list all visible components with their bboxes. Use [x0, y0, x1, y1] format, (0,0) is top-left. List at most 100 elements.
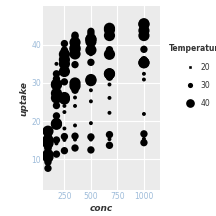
Point	[142, 30, 146, 34]
Point	[55, 116, 58, 119]
Point	[63, 62, 66, 66]
Point	[55, 114, 58, 118]
Point	[55, 62, 58, 66]
Point	[63, 42, 66, 45]
Point	[108, 83, 111, 86]
Point	[46, 156, 50, 159]
Point	[108, 144, 111, 147]
Point	[46, 129, 50, 133]
Point	[46, 138, 50, 142]
Point	[73, 104, 77, 108]
Point	[89, 100, 93, 103]
Point	[55, 104, 58, 107]
Point	[63, 47, 66, 51]
Point	[89, 135, 93, 139]
Point	[63, 149, 66, 152]
Point	[89, 61, 93, 64]
Point	[46, 127, 50, 131]
Point	[46, 134, 50, 138]
Legend: 20, 30, 40: 20, 30, 40	[167, 43, 216, 110]
Point	[73, 46, 77, 49]
Point	[89, 78, 93, 81]
Point	[73, 96, 77, 99]
Point	[89, 48, 93, 52]
Point	[142, 48, 146, 51]
Point	[55, 122, 58, 125]
Point	[108, 111, 111, 114]
Point	[55, 139, 58, 143]
Point	[46, 140, 50, 143]
Point	[89, 30, 93, 33]
Point	[63, 96, 66, 99]
Point	[142, 34, 146, 37]
Point	[55, 142, 58, 145]
Point	[55, 122, 58, 126]
Point	[142, 72, 146, 76]
Point	[108, 27, 111, 30]
Point	[73, 146, 77, 150]
Point	[55, 82, 58, 86]
Point	[55, 116, 58, 119]
Point	[142, 132, 146, 136]
Point	[89, 40, 93, 43]
Point	[46, 156, 50, 159]
Point	[73, 35, 77, 38]
Point	[142, 58, 146, 61]
Point	[55, 152, 58, 156]
Point	[108, 76, 111, 79]
Point	[63, 110, 66, 114]
Point	[142, 61, 146, 64]
Point	[142, 22, 146, 25]
Point	[63, 104, 66, 108]
Point	[89, 138, 93, 141]
Point	[55, 92, 58, 95]
Point	[108, 34, 111, 37]
Point	[46, 167, 50, 170]
Point	[63, 127, 66, 130]
Point	[108, 144, 111, 147]
Point	[142, 137, 146, 141]
X-axis label: conc: conc	[90, 204, 113, 213]
Point	[46, 150, 50, 154]
Point	[142, 141, 146, 144]
Point	[142, 112, 146, 116]
Point	[142, 61, 146, 64]
Point	[142, 23, 146, 26]
Point	[142, 22, 146, 25]
Point	[108, 137, 111, 141]
Point	[108, 52, 111, 56]
Point	[89, 52, 93, 56]
Point	[108, 72, 111, 76]
Point	[73, 48, 77, 52]
Point	[55, 83, 58, 87]
Point	[89, 148, 93, 152]
Point	[89, 79, 93, 83]
Point	[73, 146, 77, 150]
Point	[108, 28, 111, 32]
Point	[46, 160, 50, 164]
Point	[89, 77, 93, 81]
Point	[108, 133, 111, 136]
Point	[55, 96, 58, 100]
Point	[89, 148, 93, 152]
Point	[73, 134, 77, 138]
Point	[73, 52, 77, 56]
Point	[63, 97, 66, 101]
Point	[73, 41, 77, 44]
Point	[108, 96, 111, 100]
Point	[46, 146, 50, 149]
Y-axis label: uptake: uptake	[20, 81, 29, 116]
Point	[63, 138, 66, 142]
Point	[46, 147, 50, 150]
Point	[63, 80, 66, 84]
Point	[89, 89, 93, 92]
Point	[73, 138, 77, 141]
Point	[63, 149, 66, 152]
Point	[63, 58, 66, 61]
Point	[55, 138, 58, 142]
Point	[46, 156, 50, 159]
Point	[89, 121, 93, 125]
Point	[108, 48, 111, 51]
Point	[73, 89, 77, 92]
Point	[46, 133, 50, 137]
